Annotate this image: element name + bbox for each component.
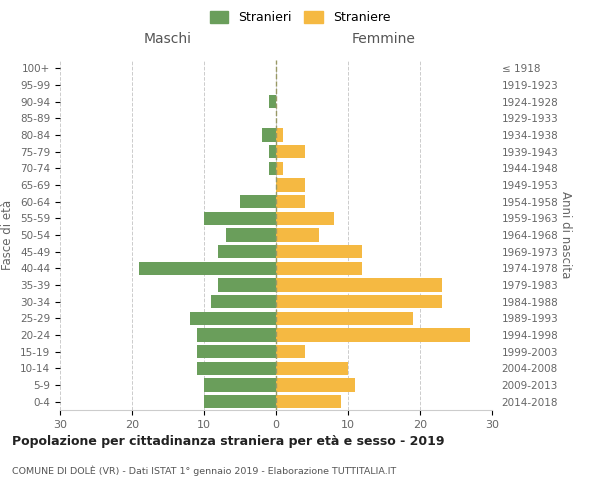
Bar [276,262,362,275]
Bar [276,212,334,225]
Bar [276,362,348,375]
Bar [276,295,442,308]
Bar [204,395,276,408]
Text: Femmine: Femmine [352,32,416,46]
Legend: Stranieri, Straniere: Stranieri, Straniere [205,6,395,29]
Bar [226,228,276,241]
Bar [276,128,283,141]
Bar [197,345,276,358]
Bar [139,262,276,275]
Text: Maschi: Maschi [144,32,192,46]
Bar [197,328,276,342]
Y-axis label: Anni di nascita: Anni di nascita [559,192,572,278]
Y-axis label: Fasce di età: Fasce di età [1,200,14,270]
Bar [204,212,276,225]
Bar [269,162,276,175]
Bar [269,145,276,158]
Bar [276,395,341,408]
Text: Popolazione per cittadinanza straniera per età e sesso - 2019: Popolazione per cittadinanza straniera p… [12,435,445,448]
Bar [197,362,276,375]
Bar [276,312,413,325]
Bar [276,345,305,358]
Bar [218,245,276,258]
Bar [276,328,470,342]
Bar [276,162,283,175]
Bar [240,195,276,208]
Bar [218,278,276,291]
Bar [276,245,362,258]
Bar [276,278,442,291]
Bar [276,145,305,158]
Bar [269,95,276,108]
Bar [276,178,305,192]
Bar [190,312,276,325]
Text: COMUNE DI DOLÈ (VR) - Dati ISTAT 1° gennaio 2019 - Elaborazione TUTTITALIA.IT: COMUNE DI DOLÈ (VR) - Dati ISTAT 1° genn… [12,465,396,475]
Bar [276,378,355,392]
Bar [262,128,276,141]
Bar [211,295,276,308]
Bar [276,195,305,208]
Bar [204,378,276,392]
Bar [276,228,319,241]
